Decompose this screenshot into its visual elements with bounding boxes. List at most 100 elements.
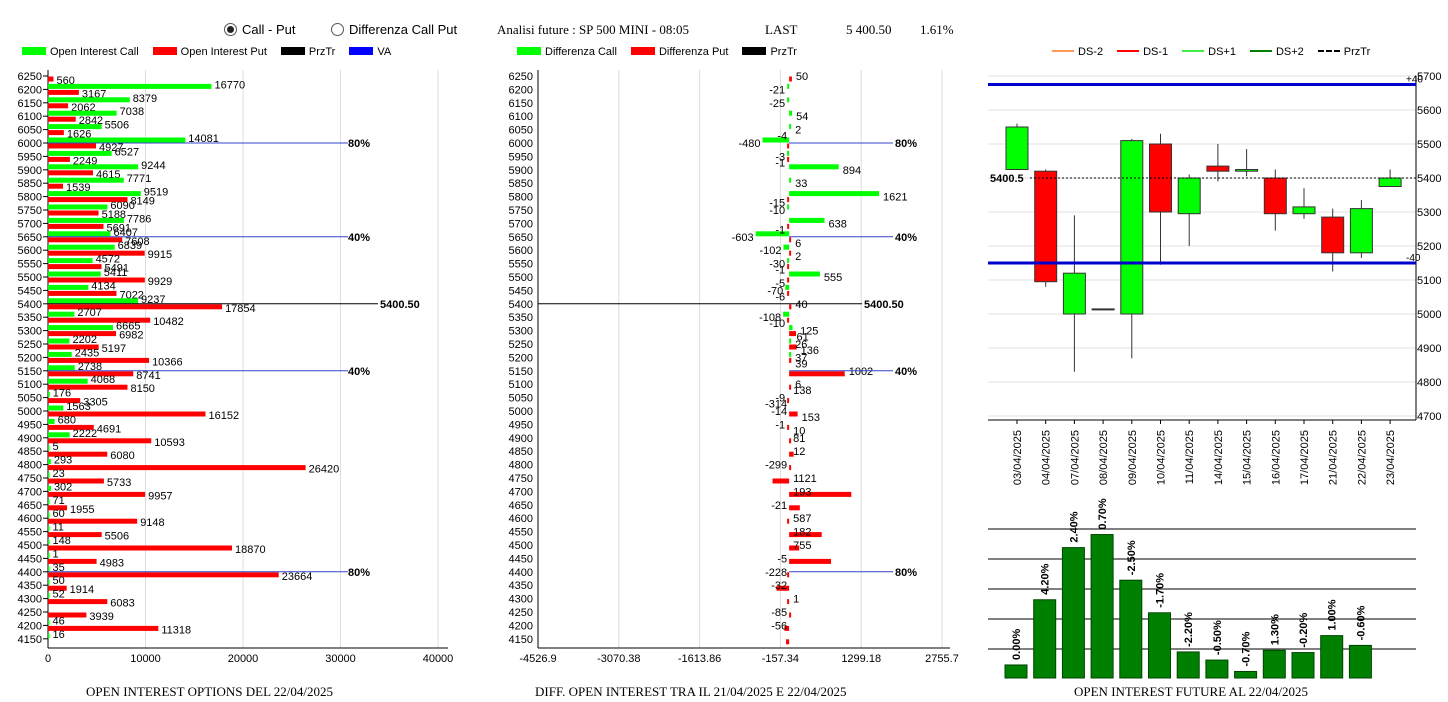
y-tick-label: 6200 xyxy=(18,84,42,96)
y-tick-label: 4600 xyxy=(18,513,42,525)
call-bar-label: 16770 xyxy=(215,79,246,91)
put-bar xyxy=(48,532,102,538)
oi-bar xyxy=(1090,534,1114,679)
put-bar-label: 6982 xyxy=(119,330,143,342)
y-tick-label: 5150 xyxy=(18,366,42,378)
x-tick-label: 03/04/2025 xyxy=(1012,430,1024,485)
put-bar-label: 4691 xyxy=(97,423,121,435)
y-tick-label: 4550 xyxy=(509,527,533,539)
oi-bar xyxy=(1320,635,1344,679)
put-bar xyxy=(48,398,81,404)
y-tick-label: 5800 xyxy=(509,192,533,204)
put-bar-label: 5197 xyxy=(102,343,126,355)
put-bar xyxy=(48,237,123,243)
call-bar xyxy=(48,378,88,384)
y-tick-label: 5400 xyxy=(509,299,533,311)
call-bar xyxy=(48,124,102,130)
x-tick-label: 40000 xyxy=(423,653,454,665)
call-bar xyxy=(48,566,50,572)
y-tick-label: 5450 xyxy=(18,285,42,297)
x-tick-label: 10/04/2025 xyxy=(1156,430,1168,485)
call-bar xyxy=(48,204,108,210)
call-bar xyxy=(48,432,70,438)
ds-line-label: +40 xyxy=(1406,75,1423,86)
diff-put-bar xyxy=(772,478,790,484)
diff-bar-label: 1121 xyxy=(793,473,817,485)
y-tick-label: 4950 xyxy=(18,419,42,431)
diff-bar-label: 6 xyxy=(795,238,801,250)
candle-body xyxy=(1177,177,1201,215)
y-tick-label: 4700 xyxy=(18,486,42,498)
put-bar xyxy=(48,438,152,444)
diff-put-bar xyxy=(784,625,790,631)
call-bar-label: 7786 xyxy=(127,213,151,225)
put-bar-label: 8149 xyxy=(130,196,154,208)
legend-line xyxy=(1182,50,1205,52)
put-bar xyxy=(48,424,94,430)
oi-bar xyxy=(1262,649,1286,679)
y-tick-label: 4150 xyxy=(18,634,42,646)
call-bar xyxy=(48,539,50,545)
y-tick-label: 5000 xyxy=(1417,309,1441,321)
y-tick-label: 5500 xyxy=(1417,139,1441,151)
y-tick-label: 4950 xyxy=(509,419,533,431)
diff-put-bar xyxy=(789,558,832,564)
diff-label: Differenza Call Put xyxy=(349,22,458,37)
y-tick-label: 5500 xyxy=(509,272,533,284)
y-tick-label: 4350 xyxy=(509,580,533,592)
call-bar xyxy=(48,499,50,505)
radio-unselected-icon[interactable] xyxy=(331,23,344,36)
diff-put-bar xyxy=(787,317,790,323)
call-bar-label: 46 xyxy=(53,615,65,627)
x-tick-label: -1613.86 xyxy=(678,653,721,665)
put-bar xyxy=(48,558,97,564)
y-tick-label: 5150 xyxy=(509,366,533,378)
candle-body xyxy=(1235,169,1259,172)
legend-swatch xyxy=(742,47,767,55)
put-bar xyxy=(48,317,151,323)
oi-bar xyxy=(1033,599,1057,679)
call-bar xyxy=(48,526,50,532)
call-bar-label: 293 xyxy=(54,455,72,467)
call-bar xyxy=(48,284,89,290)
y-tick-label: 5750 xyxy=(509,205,533,217)
call-bar-label: 1 xyxy=(53,548,59,560)
diff-radio[interactable]: Differenza Call Put xyxy=(331,22,457,37)
diff-bar-label: -56 xyxy=(771,620,787,632)
diff-bar-label: -32 xyxy=(771,580,787,592)
call-bar xyxy=(48,338,70,344)
diff-put-bar xyxy=(789,491,852,497)
diff-bar-label: 894 xyxy=(843,165,861,177)
call-bar-label: 4134 xyxy=(91,280,115,292)
y-tick-label: 4300 xyxy=(509,594,533,606)
call-bar-label: 11 xyxy=(53,522,64,534)
diff-bar-label: 40 xyxy=(795,299,807,311)
candle-body xyxy=(1120,140,1144,315)
put-bar xyxy=(48,250,145,256)
oi-bar-label: -2.20% xyxy=(1183,612,1195,647)
put-bar xyxy=(48,210,99,216)
y-tick-label: 4400 xyxy=(509,567,533,579)
va-line-label: 40% xyxy=(895,366,917,378)
call-bar xyxy=(48,231,111,237)
caption-diff: DIFF. OPEN INTEREST TRA IL 21/04/2025 E … xyxy=(535,684,847,699)
y-tick-label: 5900 xyxy=(18,165,42,177)
candle-body xyxy=(1091,308,1115,311)
y-tick-label: 5650 xyxy=(509,232,533,244)
put-bar xyxy=(48,304,223,310)
y-tick-label: 6050 xyxy=(18,125,42,137)
diff-put-bar xyxy=(789,304,792,310)
y-tick-label: 5550 xyxy=(509,259,533,271)
diff-bar-label: -15 xyxy=(769,198,785,210)
y-tick-label: 6100 xyxy=(18,111,42,123)
legend-item: DS+2 xyxy=(1249,46,1304,58)
diff-put-bar xyxy=(789,250,792,256)
y-tick-label: 5600 xyxy=(1417,105,1441,117)
call-put-radio[interactable]: Call - Put xyxy=(224,22,295,37)
diff-bar-label: -1 xyxy=(775,157,785,169)
call-bar-label: 6665 xyxy=(116,321,140,333)
call-bar-label: 2222 xyxy=(73,428,97,440)
diff-bar-label: 39 xyxy=(795,358,807,370)
call-bar-label: 4068 xyxy=(91,374,115,386)
radio-selected-icon[interactable] xyxy=(224,23,237,36)
